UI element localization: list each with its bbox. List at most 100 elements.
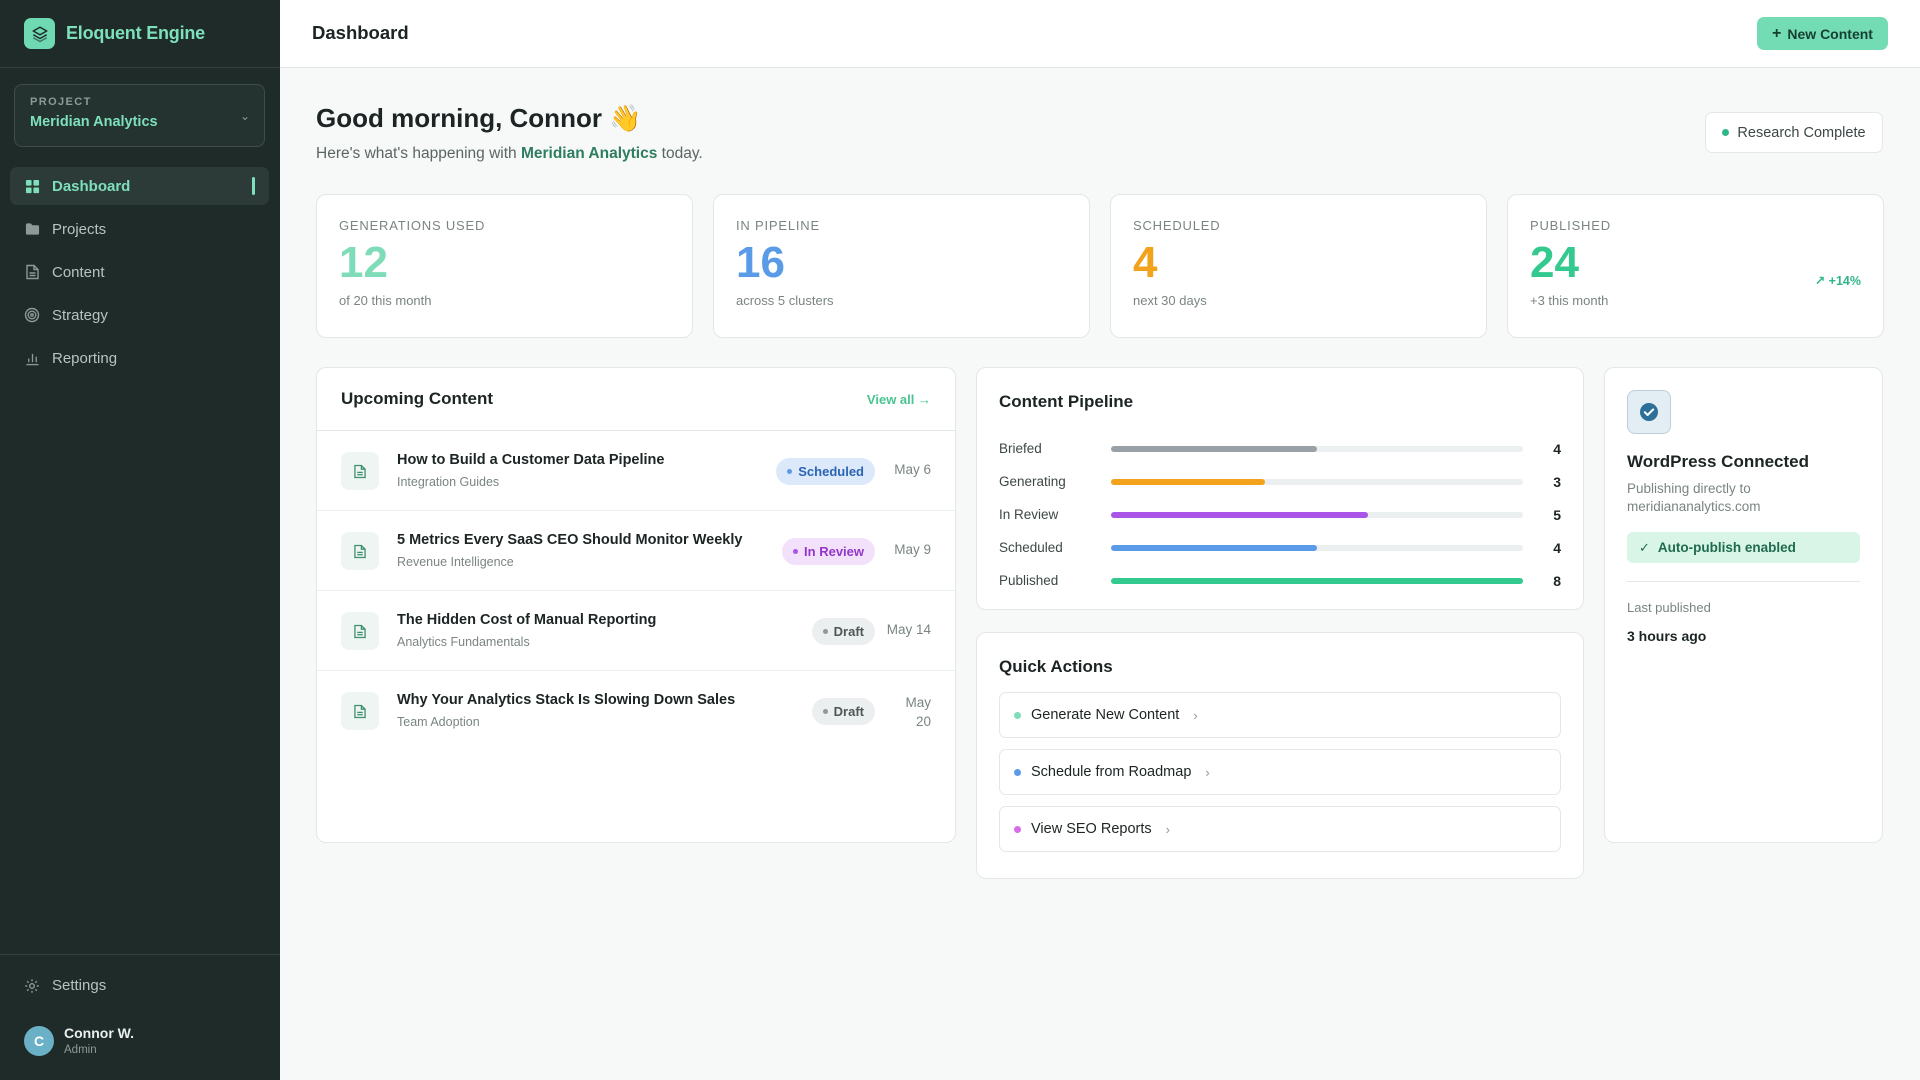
sidebar-item-label: Reporting (52, 349, 118, 367)
content-title: Why Your Analytics Stack Is Slowing Down… (397, 692, 736, 708)
content-category: Analytics Fundamentals (397, 635, 530, 649)
greeting-subtitle: Here's what's happening with Meridian An… (316, 145, 703, 163)
status-dot (787, 469, 793, 474)
pipeline-row: Generating 3 (999, 465, 1561, 498)
content-date: May 20 (905, 695, 931, 729)
wordpress-card: WordPress Connected Publishing directly … (1604, 367, 1883, 843)
chevron-down-icon: ⌄ (239, 109, 250, 123)
card-title: Quick Actions (999, 657, 1113, 676)
sidebar-item-projects[interactable]: Projects (10, 210, 269, 248)
user-name: Connor W. (64, 1025, 134, 1041)
page-title: Dashboard (312, 22, 409, 43)
pipeline-label: Briefed (999, 441, 1042, 456)
list-item[interactable]: The Hidden Cost of Manual Reporting Anal… (317, 591, 955, 671)
action-dot (1014, 825, 1021, 833)
document-icon (24, 264, 40, 280)
progress-track (1110, 577, 1524, 584)
pipeline-row: In Review 5 (999, 498, 1561, 531)
progress-track (1110, 478, 1524, 485)
action-label: Schedule from Roadmap (1031, 764, 1192, 780)
status-dot (793, 549, 799, 554)
stat-sub: next 30 days (1133, 293, 1207, 309)
list-item[interactable]: 5 Metrics Every SaaS CEO Should Monitor … (317, 511, 955, 591)
action-label: View SEO Reports (1031, 821, 1152, 837)
card-header: Upcoming Content View all → (317, 368, 955, 431)
content-category: Team Adoption (397, 715, 480, 729)
sidebar: Eloquent Engine PROJECT Meridian Analyti… (0, 0, 280, 1080)
grid-icon (24, 178, 40, 194)
chevron-right-icon: › (1165, 821, 1170, 837)
schedule-roadmap-action[interactable]: Schedule from Roadmap › (999, 749, 1561, 795)
content-title: 5 Metrics Every SaaS CEO Should Monitor … (397, 532, 743, 548)
greeting-title: Good morning, Connor 👋 (316, 103, 642, 133)
auto-publish-badge[interactable]: ✓ Auto-publish enabled (1627, 532, 1860, 563)
project-selector[interactable]: PROJECT Meridian Analytics ⌄ (14, 84, 265, 147)
quick-actions-list: Generate New Content › Schedule from Roa… (999, 692, 1561, 852)
sidebar-item-label: Dashboard (52, 177, 131, 195)
document-icon (341, 692, 379, 730)
status-label: Scheduled (798, 464, 864, 479)
app-name: Eloquent Engine (66, 23, 205, 43)
settings-link[interactable]: Settings (24, 977, 106, 994)
status-badge: In Review (782, 538, 875, 565)
content-pipeline-card: Content Pipeline Briefed 4 Generating 3 … (976, 367, 1584, 610)
user-role: Admin (64, 1044, 97, 1056)
content-date: May 6 (894, 462, 931, 477)
stat-label: IN PIPELINE (736, 218, 820, 233)
progress-fill (1110, 511, 1369, 518)
user-profile[interactable]: C Connor W. Admin (24, 1025, 134, 1056)
sidebar-item-dashboard[interactable]: Dashboard (10, 167, 269, 205)
pipeline-row: Briefed 4 (999, 432, 1561, 465)
settings-label: Settings (52, 977, 107, 994)
sidebar-footer: Settings C Connor W. Admin (0, 954, 280, 1080)
sidebar-item-label: Content (52, 263, 105, 281)
wordpress-description: Publishing directly to meridiananalytics… (1627, 481, 1761, 514)
stat-card-published: PUBLISHED 24 +3 this month ↗ +14% (1507, 194, 1884, 338)
project-name: Meridian Analytics (30, 114, 158, 130)
last-published-value: 3 hours ago (1627, 628, 1707, 644)
card-title: Content Pipeline (999, 392, 1134, 411)
stat-card-scheduled: SCHEDULED 4 next 30 days (1110, 194, 1487, 338)
status-badge: Draft (811, 698, 875, 725)
stat-label: PUBLISHED (1530, 218, 1611, 233)
status-dot (1722, 129, 1730, 136)
check-circle-icon (1627, 390, 1671, 434)
list-item[interactable]: Why Your Analytics Stack Is Slowing Down… (317, 671, 955, 751)
project-label: PROJECT (30, 96, 92, 108)
action-dot (1014, 711, 1021, 719)
view-all-link[interactable]: View all → (866, 391, 931, 407)
new-content-button[interactable]: + New Content (1757, 17, 1888, 50)
brand[interactable]: Eloquent Engine (0, 0, 280, 68)
pipeline-count: 5 (1553, 506, 1561, 523)
list-item[interactable]: How to Build a Customer Data Pipeline In… (317, 431, 955, 511)
stat-card-generations: GENERATIONS USED 12 of 20 this month (316, 194, 693, 338)
progress-fill (1110, 544, 1317, 551)
sidebar-item-label: Projects (52, 220, 107, 238)
content-category: Revenue Intelligence (397, 555, 514, 569)
upcoming-content-card: Upcoming Content View all → How to Build… (316, 367, 956, 843)
progress-fill (1110, 577, 1524, 584)
stat-label: SCHEDULED (1133, 218, 1221, 233)
layers-icon (24, 18, 55, 49)
research-status-badge[interactable]: Research Complete (1705, 112, 1883, 153)
greeting-project-link[interactable]: Meridian Analytics (520, 145, 658, 162)
content-date: May 9 (894, 542, 931, 557)
pipeline-label: Published (999, 573, 1059, 588)
sidebar-item-label: Strategy (52, 306, 108, 324)
stat-value: 4 (1133, 238, 1158, 287)
stat-label: GENERATIONS USED (339, 218, 486, 233)
seo-reports-action[interactable]: View SEO Reports › (999, 806, 1561, 852)
generate-content-action[interactable]: Generate New Content › (999, 692, 1561, 738)
content-title: How to Build a Customer Data Pipeline (397, 452, 665, 468)
chevron-right-icon: › (1193, 707, 1198, 723)
document-icon (341, 612, 379, 650)
content-title: The Hidden Cost of Manual Reporting (397, 612, 657, 628)
stat-value: 24 (1530, 238, 1579, 287)
pipeline-count: 3 (1553, 473, 1561, 490)
status-label: Draft (833, 704, 864, 719)
sidebar-item-reporting[interactable]: Reporting (10, 339, 269, 377)
sidebar-item-strategy[interactable]: Strategy (10, 296, 269, 334)
sidebar-item-content[interactable]: Content (10, 253, 269, 291)
pipeline-count: 4 (1553, 539, 1561, 556)
folder-icon (24, 221, 40, 237)
